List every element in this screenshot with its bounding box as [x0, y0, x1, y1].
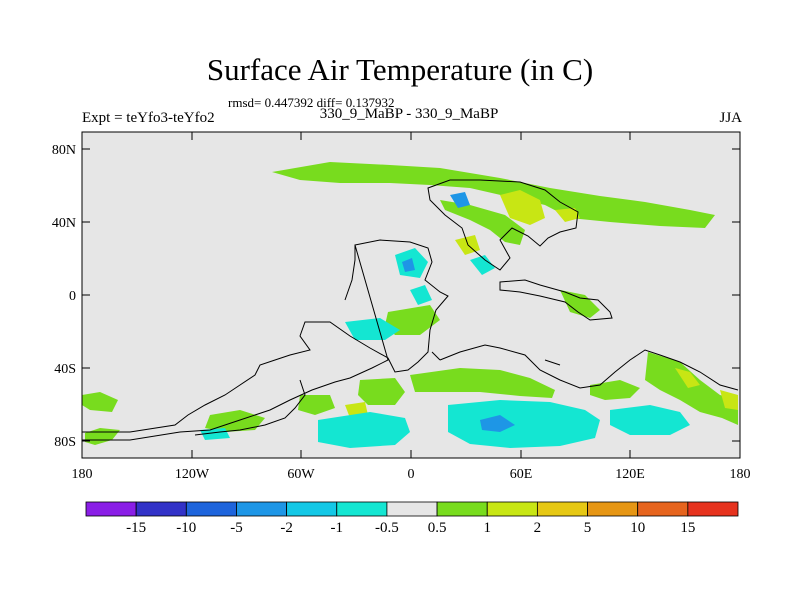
colorbar-swatch	[536, 501, 588, 517]
colorbar-swatch	[587, 501, 639, 517]
anomaly-cyan-regions	[200, 248, 690, 448]
anomaly-blue-regions	[402, 192, 515, 432]
y-tick-label: 80S	[54, 435, 76, 450]
colorbar-label: -15	[126, 520, 146, 536]
anomaly-green-regions	[82, 162, 738, 445]
colorbar-label: -1	[331, 520, 344, 536]
period-label: 330_9_MaBP - 330_9_MaBP	[319, 106, 499, 122]
map-title: Surface Air Temperature (in C)	[206, 52, 594, 87]
x-tick-label: 120W	[175, 467, 210, 482]
x-tick-label: 120E	[615, 467, 645, 482]
stats-label: rmsd= 0.447392 diff= 0.137932	[228, 95, 395, 110]
colorbar-label: -2	[280, 520, 293, 536]
colorbar-swatch	[637, 501, 689, 517]
colorbar-swatch	[135, 501, 187, 517]
experiment-label: Expt = teYfo3-teYfo2	[82, 110, 215, 126]
colorbar-label: 1	[483, 520, 491, 536]
y-tick-label: 40S	[54, 362, 76, 377]
colorbar-label: -10	[176, 520, 196, 536]
colorbar-label: 2	[534, 520, 542, 536]
x-tick-label: 60E	[510, 467, 533, 482]
x-tick-label: 180	[730, 467, 751, 482]
y-tick-label: 80N	[52, 143, 76, 158]
y-tick-label: 0	[69, 289, 76, 304]
colorbar-label: 15	[680, 520, 695, 536]
season-label: JJA	[719, 110, 742, 126]
colorbar-swatch	[486, 501, 538, 517]
colorbar-swatch	[687, 501, 739, 517]
colorbar-label: 0.5	[428, 520, 447, 536]
colorbar-label: -5	[230, 520, 243, 536]
colorbar-swatch	[336, 501, 388, 517]
continent-outlines	[81, 179, 739, 441]
y-tick-marks	[82, 148, 740, 442]
colorbar-swatch	[436, 501, 488, 517]
colorbar-label: 10	[630, 520, 645, 536]
colorbar-swatch	[185, 501, 237, 517]
x-tick-label: 60W	[287, 467, 315, 482]
colorbar: -15 -10 -5 -2 -1 -0.5 0.5 1 2 5 10 15	[85, 501, 739, 536]
colorbar-swatch	[236, 501, 288, 517]
colorbar-swatch	[286, 501, 338, 517]
x-tick-label: 0	[408, 467, 415, 482]
y-tick-label: 40N	[52, 216, 76, 231]
colorbar-label: 5	[584, 520, 592, 536]
map-background	[82, 132, 740, 458]
colorbar-swatch	[85, 501, 137, 517]
colorbar-label: -0.5	[375, 520, 399, 536]
x-tick-marks	[81, 132, 741, 458]
colorbar-swatch	[386, 501, 438, 517]
x-tick-label: 180	[72, 467, 93, 482]
